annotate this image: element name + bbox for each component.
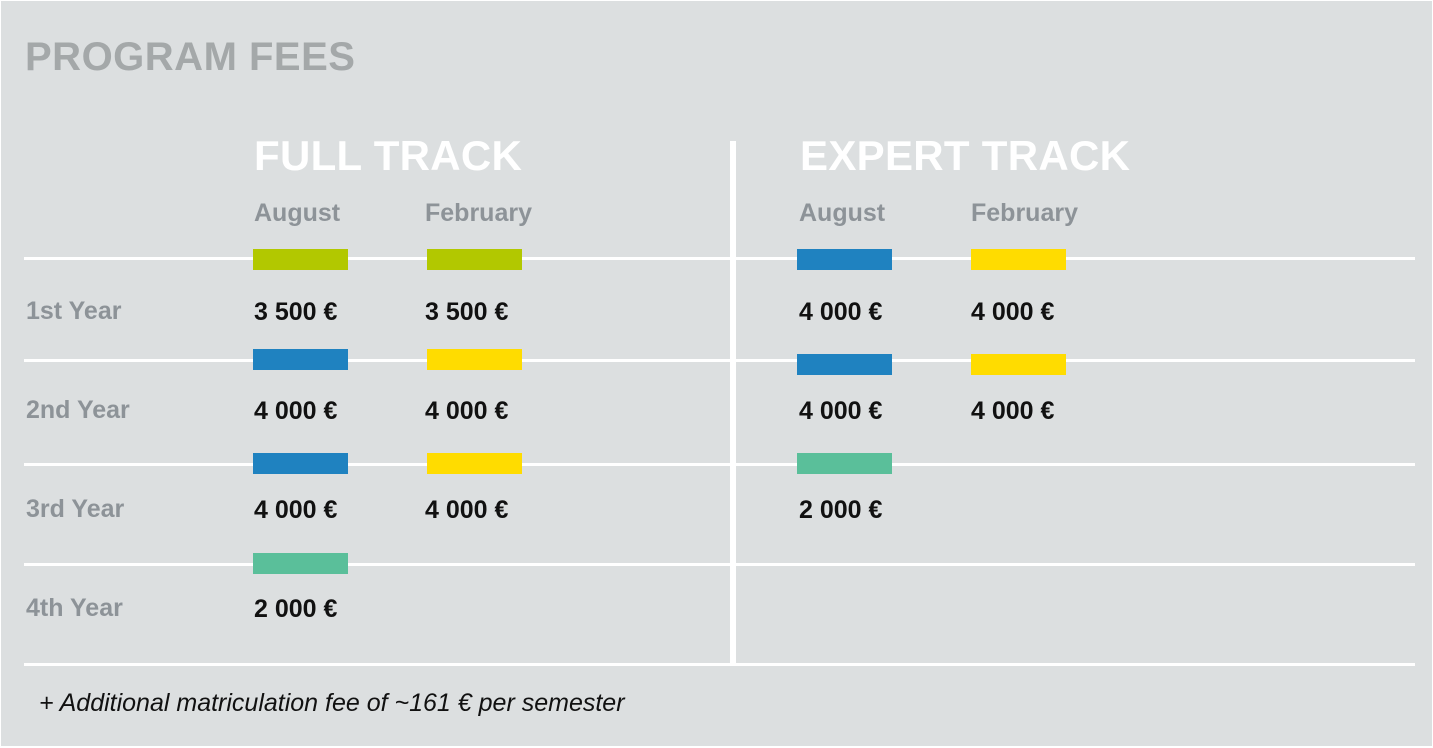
footnote: + Additional matriculation fee of ~161 €… bbox=[39, 689, 625, 717]
fee-full-y1-february: 3 500 € bbox=[425, 298, 509, 326]
row-divider bbox=[24, 663, 1415, 666]
fee-expert-y1-february: 4 000 € bbox=[971, 298, 1055, 326]
color-bar bbox=[427, 349, 522, 370]
year-label-2: 2nd Year bbox=[26, 396, 130, 424]
row-divider bbox=[24, 463, 1415, 466]
fee-full-y4-august: 2 000 € bbox=[254, 595, 338, 623]
fee-full-y2-august: 4 000 € bbox=[254, 397, 338, 425]
color-bar bbox=[253, 249, 348, 270]
row-divider bbox=[24, 563, 1415, 566]
fee-expert-y2-august: 4 000 € bbox=[799, 397, 883, 425]
fee-full-y3-february: 4 000 € bbox=[425, 496, 509, 524]
year-label-4: 4th Year bbox=[26, 594, 123, 622]
color-bar bbox=[253, 553, 348, 574]
year-label-1: 1st Year bbox=[26, 297, 122, 325]
page-title: PROGRAM FEES bbox=[25, 35, 356, 79]
color-bar bbox=[253, 453, 348, 474]
fee-full-y1-august: 3 500 € bbox=[254, 298, 338, 326]
color-bar bbox=[797, 453, 892, 474]
fee-expert-y3-august: 2 000 € bbox=[799, 496, 883, 524]
color-bar bbox=[253, 349, 348, 370]
color-bar bbox=[427, 453, 522, 474]
fee-full-y2-february: 4 000 € bbox=[425, 397, 509, 425]
row-divider bbox=[24, 359, 1415, 362]
expert-track-august-header: August bbox=[799, 199, 886, 227]
row-divider bbox=[24, 257, 1415, 260]
expert-track-title: EXPERT TRACK bbox=[800, 132, 1131, 179]
color-bar bbox=[797, 249, 892, 270]
color-bar bbox=[427, 249, 522, 270]
year-label-3: 3rd Year bbox=[26, 495, 125, 523]
expert-track-february-header: February bbox=[971, 199, 1078, 227]
fee-expert-y2-february: 4 000 € bbox=[971, 397, 1055, 425]
full-track-title: FULL TRACK bbox=[254, 132, 523, 179]
color-bar bbox=[797, 354, 892, 375]
color-bar bbox=[971, 354, 1066, 375]
color-bar bbox=[971, 249, 1066, 270]
fee-expert-y1-august: 4 000 € bbox=[799, 298, 883, 326]
full-track-august-header: August bbox=[254, 199, 341, 227]
fee-full-y3-august: 4 000 € bbox=[254, 496, 338, 524]
track-divider bbox=[730, 141, 736, 665]
full-track-february-header: February bbox=[425, 199, 532, 227]
